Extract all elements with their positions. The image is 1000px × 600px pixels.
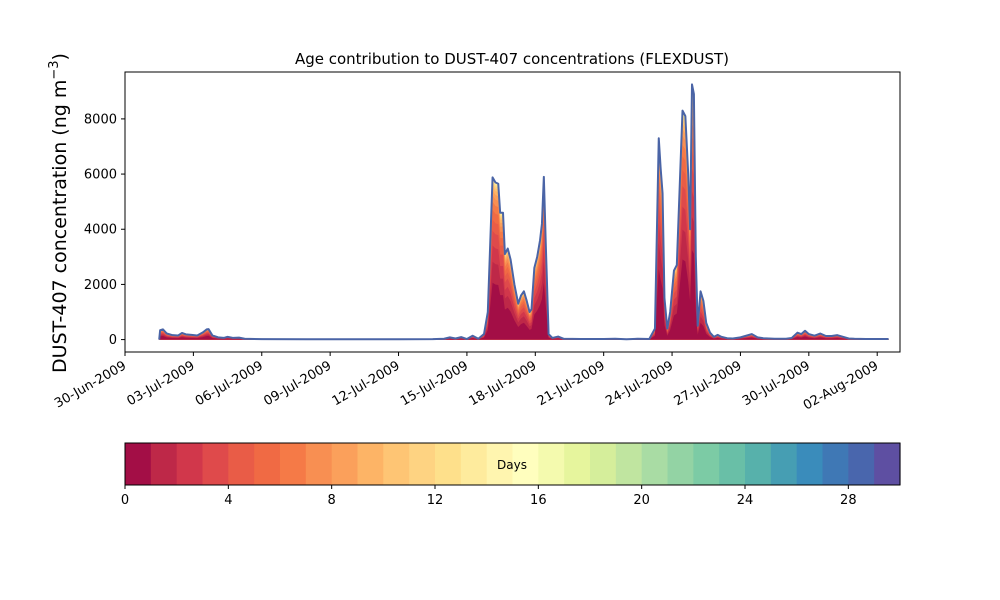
colorbar-segment (874, 443, 901, 485)
x-tick-label: 27-Jul-2009 (672, 358, 745, 409)
colorbar-segment (796, 443, 824, 485)
plot-area: 0200040006000800030-Jun-200903-Jul-20090… (52, 71, 901, 414)
colorbar-tick-label: 20 (633, 493, 650, 508)
colorbar-segment (409, 443, 436, 485)
colorbar-segment (693, 443, 720, 485)
colorbar-segment (383, 443, 410, 485)
colorbar-segment (615, 443, 643, 485)
colorbar-segment (460, 443, 488, 485)
colorbar-segment (305, 443, 333, 485)
colorbar-segment (357, 443, 384, 485)
colorbar-segment (770, 443, 798, 485)
colorbar-segment (822, 443, 849, 485)
colorbar-segment (228, 443, 255, 485)
colorbar-tick-label: 12 (427, 493, 444, 508)
y-tick-label: 4000 (84, 223, 117, 238)
colorbar-tick-label: 8 (328, 493, 336, 508)
total-concentration-line (158, 83, 889, 341)
colorbar-tick-label: 0 (121, 493, 129, 508)
colorbar-segment (176, 443, 204, 485)
colorbar-segment (641, 443, 669, 485)
colorbar-segment (564, 443, 591, 485)
colorbar-segment (667, 443, 694, 485)
colorbar-segment (848, 443, 875, 485)
colorbar-segment (280, 443, 307, 485)
age-band-area-day-1 (159, 217, 889, 340)
colorbar-frame (124, 442, 901, 486)
y-tick-label: 6000 (84, 168, 117, 183)
colorbar-tick-label: 28 (840, 493, 857, 508)
colorbar-segment (125, 443, 152, 485)
plot-frame (124, 71, 901, 353)
colorbar: 0 4 8 12 16 20 24 28 (121, 442, 901, 508)
x-tick-label: 15-Jul-2009 (398, 358, 471, 409)
x-tick-label: 12-Jul-2009 (330, 358, 403, 409)
x-tick-label: 24-Jul-2009 (603, 358, 676, 409)
colorbar-segment (435, 443, 462, 485)
colorbar-segment (512, 443, 539, 485)
colorbar-segment (254, 443, 281, 485)
x-tick-label: 06-Jul-2009 (193, 358, 266, 409)
x-tick-label: 21-Jul-2009 (535, 358, 608, 409)
colorbar-segment (331, 443, 359, 485)
colorbar-tick-label: 24 (737, 493, 754, 508)
x-tick-label: 02-Aug-2009 (801, 358, 881, 413)
x-tick-label: 03-Jul-2009 (125, 358, 198, 409)
y-tick-label: 0 (109, 333, 117, 348)
colorbar-label: Days (497, 458, 527, 472)
colorbar-segment (538, 443, 565, 485)
chart-title: Age contribution to DUST-407 concentrati… (295, 50, 729, 68)
colorbar-segment (150, 443, 178, 485)
x-tick-label: 09-Jul-2009 (261, 358, 334, 409)
x-tick-label: 18-Jul-2009 (466, 358, 539, 409)
y-axis-label: DUST-407 concentration (ng m−3) (47, 53, 71, 373)
colorbar-tick-label: 4 (224, 493, 232, 508)
y-tick-label: 8000 (84, 112, 117, 127)
colorbar-segment (719, 443, 746, 485)
colorbar-segment (486, 443, 514, 485)
colorbar-segment (590, 443, 617, 485)
colorbar-tick-label: 16 (530, 493, 547, 508)
colorbar-segment (745, 443, 772, 485)
colorbar-segment (202, 443, 229, 485)
y-tick-label: 2000 (84, 278, 117, 293)
